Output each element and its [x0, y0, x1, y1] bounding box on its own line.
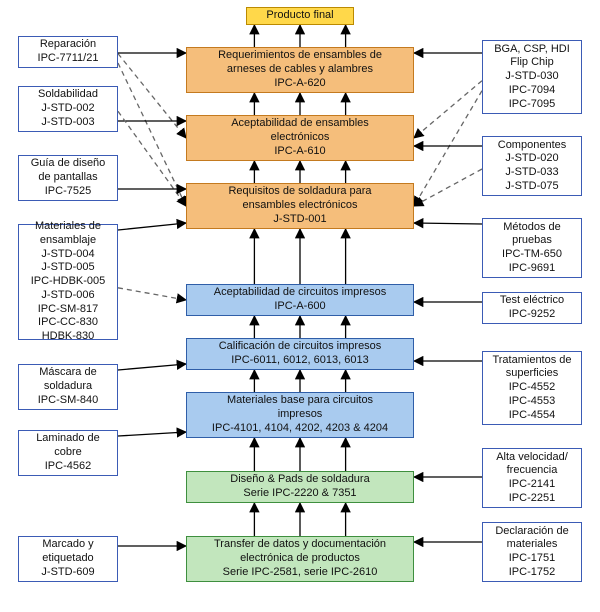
- label: IPC-4562: [45, 460, 91, 474]
- node-comp: ComponentesJ-STD-020J-STD-033J-STD-075: [482, 136, 582, 196]
- label: HDBK-830: [42, 330, 95, 344]
- label: Serie IPC-2581, serie IPC-2610: [223, 566, 378, 580]
- node-mats: Materiales deensamblajeJ-STD-004J-STD-00…: [18, 224, 118, 340]
- label: IPC-HDBK-005: [31, 275, 106, 289]
- label: Producto final: [266, 9, 333, 23]
- label: J-STD-075: [505, 180, 558, 194]
- label: IPC-7525: [45, 185, 91, 199]
- label: Reparación: [40, 38, 96, 52]
- label: electrónica de productos: [240, 552, 360, 566]
- node-mark: Marcado yetiquetadoJ-STD-609: [18, 536, 118, 582]
- label: frecuencia: [507, 464, 558, 478]
- node-ipc4101: Materiales base para circuitosimpresosIP…: [186, 392, 414, 438]
- label: Máscara de: [39, 366, 96, 380]
- label: IPC-TM-650: [502, 248, 562, 262]
- label: IPC-2141: [509, 478, 555, 492]
- label: Diseño & Pads de soldadura: [230, 473, 369, 487]
- label: J-STD-004: [41, 248, 94, 262]
- label: Aceptabilidad de ensambles: [231, 117, 369, 131]
- label: IPC-1751: [509, 552, 555, 566]
- label: Calificación de circuitos impresos: [219, 340, 382, 354]
- label: pruebas: [512, 234, 552, 248]
- label: J-STD-033: [505, 166, 558, 180]
- label: Materiales base para circuitos: [227, 394, 373, 408]
- label: Flip Chip: [510, 56, 553, 70]
- node-meth: Métodos depruebasIPC-TM-650IPC-9691: [482, 218, 582, 278]
- node-alta: Alta velocidad/frecuenciaIPC-2141IPC-225…: [482, 448, 582, 508]
- node-jstd001: Requisitos de soldadura paraensambles el…: [186, 183, 414, 229]
- label: Componentes: [498, 139, 567, 153]
- node-ipc601x: Calificación de circuitos impresosIPC-60…: [186, 338, 414, 370]
- node-surf: Tratamientos desuperficiesIPC-4552IPC-45…: [482, 351, 582, 425]
- label: IPC-4554: [509, 409, 555, 423]
- label: Métodos de: [503, 221, 560, 235]
- label: materiales: [507, 538, 558, 552]
- node-bga: BGA, CSP, HDIFlip ChipJ-STD-030IPC-7094I…: [482, 40, 582, 114]
- label: J-STD-005: [41, 261, 94, 275]
- label: IPC-4552: [509, 381, 555, 395]
- label: Marcado y: [42, 538, 93, 552]
- label: cobre: [54, 446, 82, 460]
- label: impresos: [278, 408, 323, 422]
- label: Materiales de: [35, 220, 101, 234]
- label: IPC-7095: [509, 98, 555, 112]
- label: IPC-4553: [509, 395, 555, 409]
- node-ipc600: Aceptabilidad de circuitos impresosIPC-A…: [186, 284, 414, 316]
- label: IPC-A-600: [274, 300, 325, 314]
- label: Laminado de: [36, 432, 100, 446]
- label: Tratamientos de: [492, 354, 571, 368]
- label: IPC-4101, 4104, 4202, 4203 & 4204: [212, 422, 388, 436]
- node-sold: SoldabilidadJ-STD-002J-STD-003: [18, 86, 118, 132]
- node-ipc2581: Transfer de datos y documentaciónelectró…: [186, 536, 414, 582]
- label: IPC-A-610: [274, 145, 325, 159]
- label: Alta velocidad/: [496, 451, 568, 465]
- label: ensambles electrónicos: [243, 199, 358, 213]
- node-test: Test eléctricoIPC-9252: [482, 292, 582, 324]
- node-final: Producto final: [246, 7, 354, 25]
- label: electrónicos: [271, 131, 330, 145]
- label: soldadura: [44, 380, 92, 394]
- label: IPC-6011, 6012, 6013, 6013: [231, 354, 368, 368]
- label: Declaración de: [495, 525, 568, 539]
- label: J-STD-020: [505, 152, 558, 166]
- label: superficies: [506, 367, 559, 381]
- label: J-STD-003: [41, 116, 94, 130]
- node-rep: ReparaciónIPC-7711/21: [18, 36, 118, 68]
- node-mask: Máscara desoldaduraIPC-SM-840: [18, 364, 118, 410]
- label: Requisitos de soldadura para: [228, 185, 371, 199]
- label: Soldabilidad: [38, 88, 98, 102]
- label: BGA, CSP, HDI: [494, 43, 570, 57]
- node-decl: Declaración dematerialesIPC-1751IPC-1752: [482, 522, 582, 582]
- label: J-STD-002: [41, 102, 94, 116]
- node-ipc620: Requerimientos de ensambles dearneses de…: [186, 47, 414, 93]
- label: Transfer de datos y documentación: [214, 538, 386, 552]
- label: IPC-7094: [509, 84, 555, 98]
- label: IPC-1752: [509, 566, 555, 580]
- label: J-STD-006: [41, 289, 94, 303]
- label: Guía de diseño: [31, 157, 106, 171]
- label: IPC-2251: [509, 492, 555, 506]
- label: IPC-SM-817: [38, 303, 99, 317]
- label: de pantallas: [38, 171, 97, 185]
- node-ipc2220: Diseño & Pads de soldaduraSerie IPC-2220…: [186, 471, 414, 503]
- node-lam: Laminado decobreIPC-4562: [18, 430, 118, 476]
- node-guia: Guía de diseñode pantallasIPC-7525: [18, 155, 118, 201]
- label: IPC-SM-840: [38, 394, 99, 408]
- label: IPC-A-620: [274, 77, 325, 91]
- label: Requerimientos de ensambles de: [218, 49, 382, 63]
- label: Aceptabilidad de circuitos impresos: [214, 286, 386, 300]
- label: Test eléctrico: [500, 294, 564, 308]
- label: J-STD-001: [273, 213, 326, 227]
- label: arneses de cables y alambres: [227, 63, 373, 77]
- label: J-STD-030: [505, 70, 558, 84]
- label: IPC-9691: [509, 262, 555, 276]
- node-ipc610: Aceptabilidad de ensambleselectrónicosIP…: [186, 115, 414, 161]
- label: IPC-7711/21: [38, 52, 99, 66]
- label: ensamblaje: [40, 234, 96, 248]
- label: Serie IPC-2220 & 7351: [243, 487, 356, 501]
- label: J-STD-609: [41, 566, 94, 580]
- label: etiquetado: [42, 552, 93, 566]
- label: IPC-9252: [509, 308, 555, 322]
- label: IPC-CC-830: [38, 316, 98, 330]
